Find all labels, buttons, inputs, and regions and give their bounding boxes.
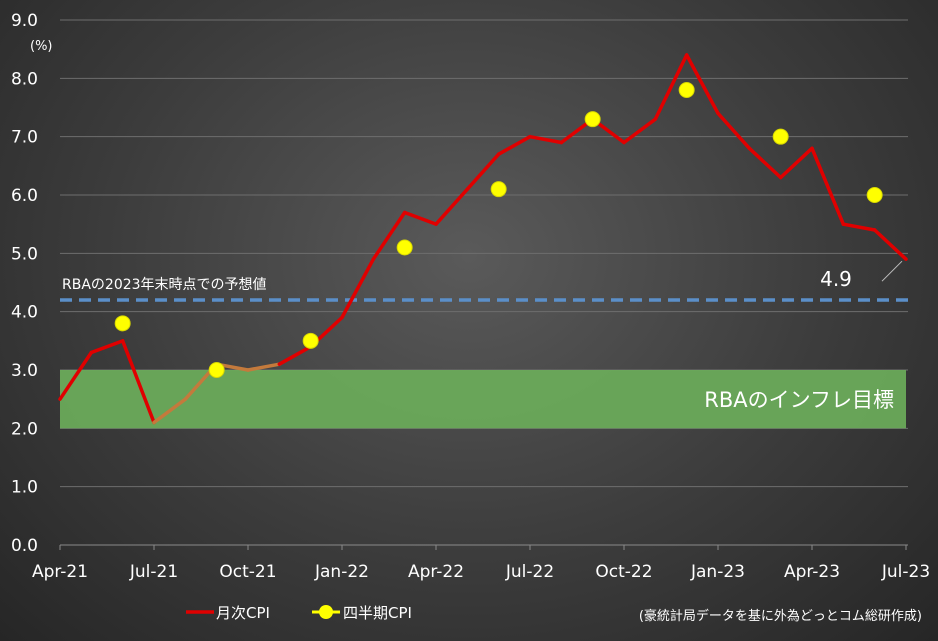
x-tick-label: Oct-21 bbox=[219, 562, 276, 582]
monthly-cpi-segment bbox=[120, 339, 156, 425]
target-band-label: RBAのインフレ目標 bbox=[704, 388, 894, 412]
forecast-layer: RBAの2023年末時点での予想値 bbox=[60, 277, 908, 302]
monthly-cpi-segment bbox=[496, 134, 532, 156]
quarterly-cpi-marker bbox=[866, 187, 883, 203]
monthly-cpi-segment bbox=[778, 146, 814, 180]
x-tick-label: Jan-22 bbox=[314, 562, 369, 582]
monthly-cpi-segment bbox=[465, 152, 501, 191]
y-tick-labels: 0.0 1.0 2.0 3.0 4.0 5.0 6.0 7.0 8.0 9.0 bbox=[11, 11, 38, 556]
monthly-cpi-segment bbox=[371, 210, 407, 261]
monthly-cpi-segment bbox=[653, 53, 689, 121]
monthly-cpi-segment bbox=[152, 397, 188, 425]
monthly-cpi-segment bbox=[684, 53, 720, 116]
x-tick-label: Oct-22 bbox=[595, 562, 652, 582]
quarterly-cpi-marker bbox=[208, 362, 225, 378]
y-tick-label: 6.0 bbox=[11, 186, 38, 206]
y-tick-label: 4.0 bbox=[11, 303, 38, 323]
y-axis-unit-label: (%) bbox=[30, 39, 53, 54]
y-tick-label: 1.0 bbox=[11, 478, 38, 498]
monthly-cpi-segment bbox=[402, 210, 438, 226]
last-value-annotation: 4.9 bbox=[820, 260, 903, 291]
x-tick-label: Jul-23 bbox=[881, 562, 930, 582]
monthly-cpi-segment bbox=[872, 228, 908, 261]
source-note: (豪統計局データを基に外為どっとコム総研作成) bbox=[639, 608, 922, 624]
last-value-label: 4.9 bbox=[820, 267, 852, 291]
quarterly-markers bbox=[114, 82, 883, 378]
series-layer bbox=[58, 53, 908, 425]
x-tick-labels: Apr-21 Jul-21 Oct-21 Jan-22 Apr-22 Jul-22 Oct-… bbox=[32, 545, 930, 582]
y-tick-label: 0.0 bbox=[11, 536, 38, 556]
x-tick-label: Jul-21 bbox=[129, 562, 178, 582]
quarterly-cpi-marker bbox=[772, 128, 789, 145]
quarterly-cpi-marker bbox=[678, 82, 695, 98]
last-value-leader-line bbox=[881, 260, 903, 282]
monthly-cpi-segment bbox=[434, 187, 470, 226]
quarterly-cpi-marker bbox=[584, 111, 601, 128]
legend: 月次CPI 四半期CPI bbox=[186, 604, 412, 622]
monthly-cpi-segment bbox=[841, 222, 877, 232]
monthly-cpi-segment bbox=[747, 146, 783, 180]
legend-monthly-label: 月次CPI bbox=[216, 604, 270, 622]
legend-quarterly-label: 四半期CPI bbox=[343, 604, 412, 622]
quarterly-cpi-marker bbox=[302, 332, 319, 349]
monthly-cpi-segment bbox=[58, 350, 94, 401]
quarterly-cpi-marker bbox=[396, 239, 413, 256]
y-tick-label: 5.0 bbox=[11, 244, 38, 264]
y-tick-label: 7.0 bbox=[11, 128, 38, 148]
x-tick-label: Apr-21 bbox=[32, 562, 88, 582]
monthly-cpi-segment bbox=[528, 134, 564, 145]
quarterly-cpi-marker bbox=[114, 315, 131, 332]
y-tick-label: 8.0 bbox=[11, 69, 38, 89]
monthly-cpi-segment bbox=[246, 362, 282, 372]
monthly-cpi-segment bbox=[340, 257, 376, 320]
y-tick-label: 2.0 bbox=[11, 419, 38, 439]
monthly-cpi-segment bbox=[89, 339, 125, 355]
legend-quarterly-swatch-marker bbox=[319, 605, 333, 619]
quarterly-cpi-marker bbox=[490, 181, 507, 198]
x-tick-label: Apr-22 bbox=[408, 562, 464, 582]
monthly-cpi-segment bbox=[622, 117, 658, 145]
x-tick-label: Jan-23 bbox=[690, 562, 745, 582]
x-tick-label: Jul-22 bbox=[505, 562, 554, 582]
monthly-cpi-segment bbox=[810, 146, 846, 226]
monthly-cpi-segment bbox=[716, 111, 752, 151]
y-tick-label: 3.0 bbox=[11, 361, 38, 381]
forecast-label: RBAの2023年末時点での予想値 bbox=[62, 277, 267, 293]
x-tick-label: Apr-23 bbox=[784, 562, 840, 582]
y-tick-label: 9.0 bbox=[11, 11, 38, 31]
monthly-cpi-segment bbox=[277, 344, 313, 366]
axes: (%) bbox=[30, 39, 908, 546]
